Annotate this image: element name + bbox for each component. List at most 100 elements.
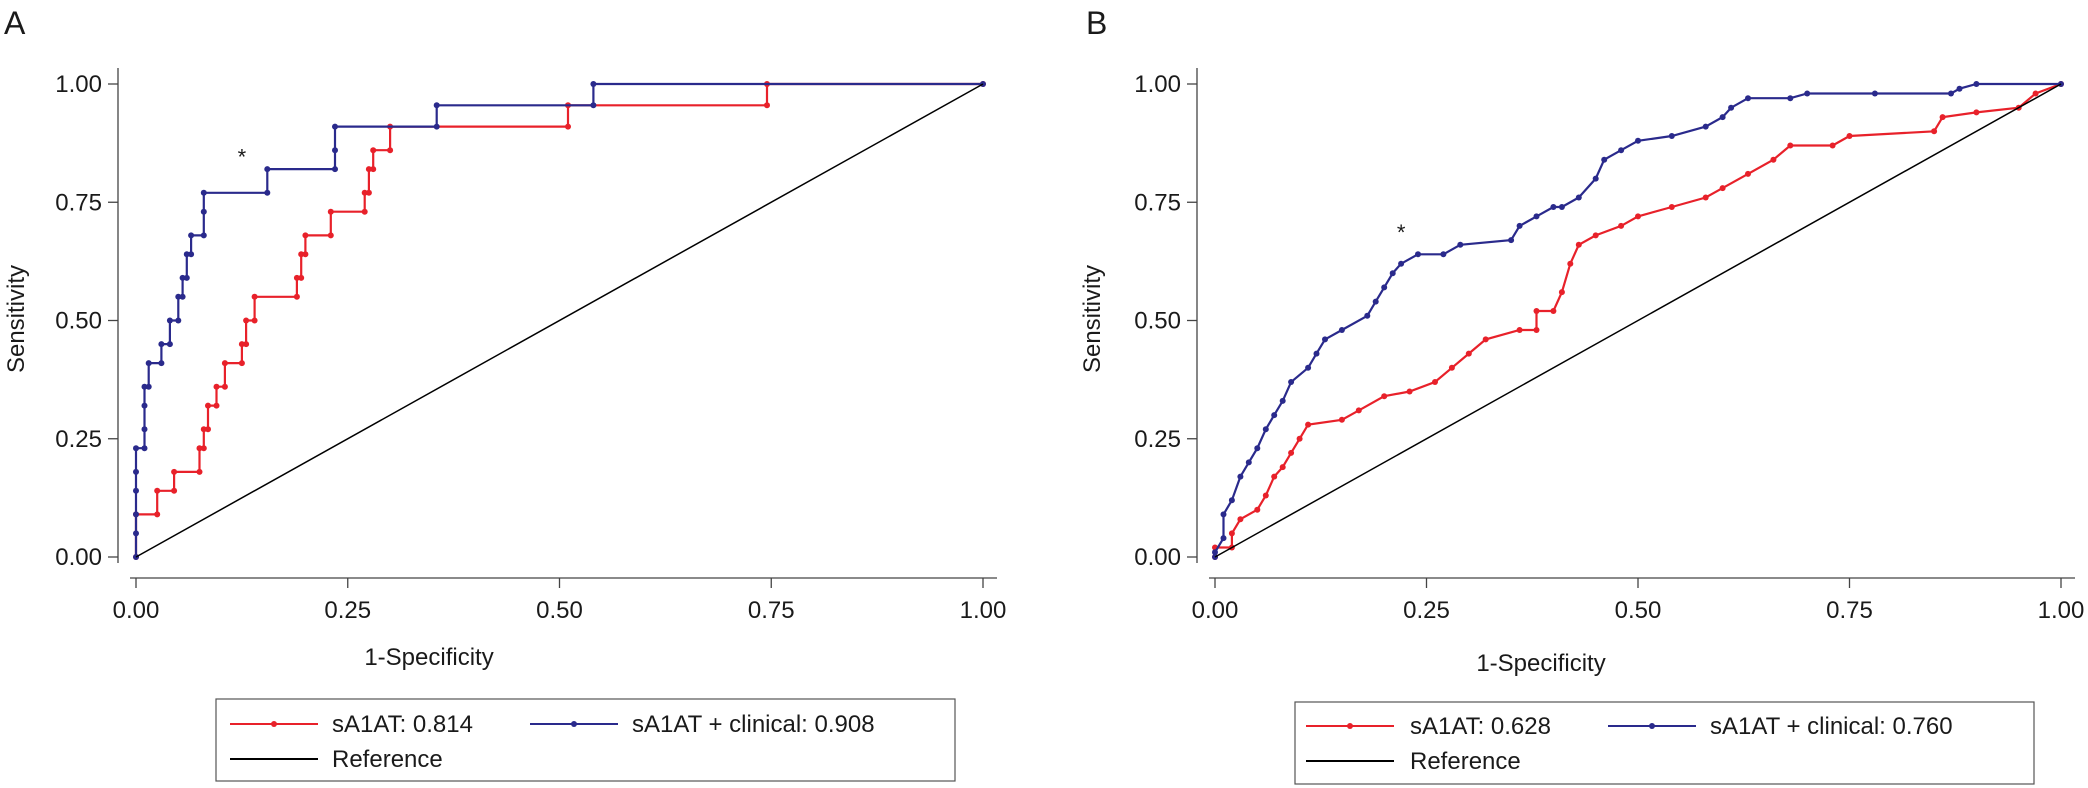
legend-box — [1294, 701, 2035, 785]
roc-point — [2032, 90, 2039, 97]
reference-line — [1214, 83, 2062, 558]
roc-point — [200, 232, 207, 239]
roc-point — [1728, 104, 1735, 111]
roc-point — [1338, 327, 1345, 333]
roc-point — [332, 166, 338, 173]
x-tick-label: 0.50 — [536, 597, 583, 624]
roc-point — [264, 166, 271, 173]
roc-point — [243, 341, 250, 348]
roc-point — [293, 274, 300, 281]
significance-asterisk: * — [238, 144, 247, 169]
roc-point — [1262, 492, 1269, 499]
roc-point — [251, 317, 258, 324]
y-tick-label: 0.00 — [55, 544, 102, 571]
y-tick-label: 0.75 — [55, 189, 102, 216]
roc-point — [1254, 506, 1261, 513]
roc-point — [154, 487, 161, 494]
panel-a-label: A — [4, 5, 26, 41]
x-tick-label: 0.75 — [1826, 597, 1873, 624]
legend-marker-series2 — [571, 721, 577, 727]
roc-point — [243, 317, 250, 324]
roc-point — [370, 166, 377, 173]
roc-point — [1668, 133, 1675, 139]
roc-point — [302, 251, 309, 258]
legend-box — [215, 698, 956, 782]
roc-point — [200, 426, 207, 433]
y-tick-label: 1.00 — [1134, 71, 1181, 98]
roc-point — [188, 232, 195, 239]
roc-point — [1237, 516, 1244, 523]
roc-point — [1313, 350, 1320, 357]
roc-point — [1305, 421, 1312, 428]
roc-point — [764, 102, 770, 109]
roc-point — [166, 317, 173, 324]
significance-asterisk: * — [1397, 220, 1406, 245]
roc-point — [1254, 445, 1261, 452]
roc-point — [1465, 350, 1472, 357]
roc-point — [1448, 364, 1455, 371]
roc-point — [1787, 142, 1794, 149]
roc-point — [1372, 298, 1379, 305]
roc-point — [1871, 90, 1878, 97]
roc-point — [196, 445, 203, 452]
panel-a: A 0.00 0.25 0.50 0.75 1.00 0.00 0.25 0.50 0.75 1.… — [3, 5, 1006, 782]
roc-point — [1702, 194, 1709, 201]
x-tick-label: 0.50 — [1615, 597, 1662, 624]
roc-point — [141, 445, 148, 452]
roc-point — [158, 341, 165, 348]
roc-point — [183, 274, 190, 281]
roc-point — [141, 402, 148, 409]
roc-point — [1635, 213, 1641, 220]
roc-point — [1745, 95, 1751, 102]
roc-point — [1516, 222, 1523, 229]
roc-point — [1271, 412, 1278, 419]
panel-a-xlabel: 1-Specificity — [364, 644, 493, 671]
roc-point — [327, 208, 334, 215]
roc-curve-2 — [1213, 82, 2061, 557]
roc-point — [433, 102, 440, 109]
roc-point — [251, 293, 258, 300]
roc-point — [188, 251, 195, 258]
roc-point — [1745, 170, 1751, 177]
x-tick-label: 0.25 — [1403, 597, 1450, 624]
roc-point — [171, 468, 178, 475]
roc-point — [238, 341, 245, 348]
legend-label-reference: Reference — [332, 746, 443, 773]
roc-point — [1558, 289, 1565, 296]
roc-point — [1279, 397, 1286, 404]
legend-marker-series1 — [1347, 723, 1353, 729]
x-tick-label: 0.00 — [1192, 597, 1239, 624]
roc-point — [332, 123, 338, 130]
y-tick-label: 0.50 — [1134, 308, 1181, 335]
roc-point — [1635, 137, 1641, 144]
roc-point — [298, 251, 305, 258]
roc-point — [1440, 251, 1447, 258]
roc-point — [387, 147, 394, 154]
roc-point — [1389, 270, 1396, 277]
x-tick-label: 0.25 — [324, 597, 371, 624]
roc-point — [200, 208, 207, 215]
roc-point — [1973, 109, 1980, 116]
legend-label-reference: Reference — [1410, 748, 1521, 775]
roc-point — [1305, 364, 1312, 371]
roc-point — [213, 383, 220, 390]
roc-point — [1516, 327, 1523, 333]
roc-point — [1322, 336, 1328, 343]
roc-point — [1533, 327, 1540, 333]
roc-point — [141, 426, 148, 433]
roc-point — [1719, 114, 1726, 121]
roc-point — [264, 189, 271, 196]
roc-point — [175, 317, 182, 324]
panel-b-plot: 0.00 0.25 0.50 0.75 1.00 0.00 0.25 0.50 0.75 1.00… — [1134, 68, 2084, 624]
roc-point — [1398, 260, 1405, 267]
roc-point — [590, 102, 597, 109]
roc-point — [1381, 284, 1388, 291]
roc-point — [1228, 497, 1235, 504]
panel-b-ylabel: Sensitivity — [1079, 265, 1106, 373]
roc-point — [361, 189, 368, 196]
roc-point — [238, 360, 245, 367]
roc-point — [1271, 473, 1278, 480]
roc-point — [365, 166, 372, 173]
roc-point — [1567, 260, 1574, 267]
